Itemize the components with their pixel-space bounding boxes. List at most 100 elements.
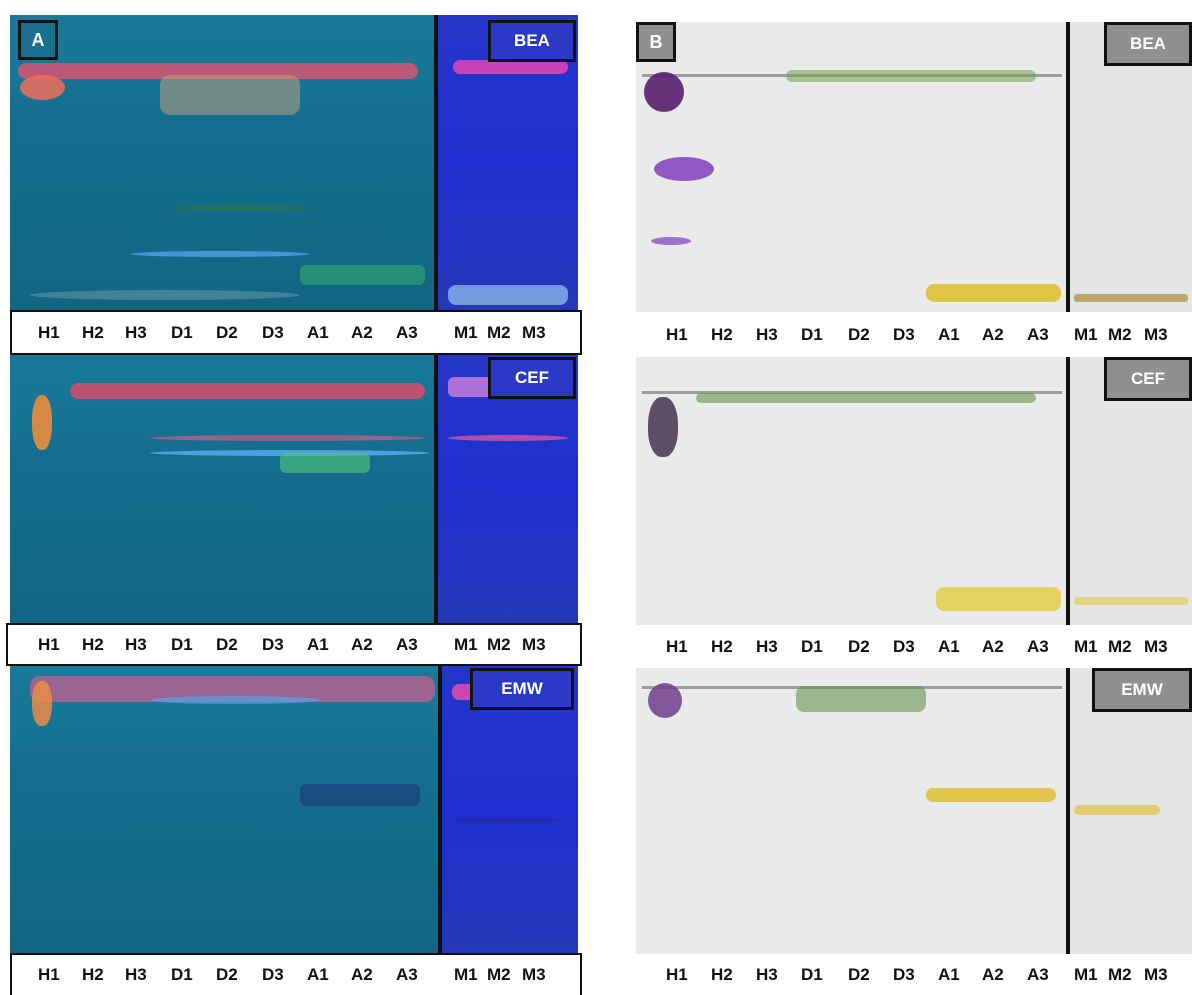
- lane-label: A1: [938, 964, 960, 984]
- lane-label: M2: [1108, 964, 1132, 984]
- lane-label: M2: [1108, 636, 1132, 656]
- band: [642, 391, 1062, 394]
- tag-emw: EMW: [1092, 668, 1192, 712]
- lane-label: A3: [396, 634, 418, 654]
- lane-label: A1: [938, 324, 960, 344]
- lane-label: D3: [893, 964, 915, 984]
- tag-bea: BEA: [1104, 22, 1192, 66]
- lane-label: M3: [522, 634, 546, 654]
- lane-label-strip: H1 H2 H3 D1 D2 D3 A1 A2 A3 M1 M2 M3: [634, 954, 1192, 995]
- uv-plate-bea: [10, 15, 434, 310]
- lane-label-strip: H1 H2 H3 D1 D2 D3 A1 A2 A3 M1 M2 M3: [10, 310, 582, 355]
- lane-label: H1: [38, 322, 60, 342]
- lane-label: M2: [487, 965, 511, 984]
- lane-label: D1: [801, 324, 823, 344]
- lane-label: A1: [307, 634, 329, 654]
- lane-label: M1: [454, 634, 478, 654]
- tag-cef: CEF: [1104, 357, 1192, 401]
- uv-plate-emw: [10, 666, 438, 953]
- lane-label: D3: [262, 965, 284, 984]
- lane-label: H3: [756, 324, 778, 344]
- lane-label: D3: [262, 322, 284, 342]
- lane-label: A2: [982, 636, 1004, 656]
- band: [1074, 805, 1160, 815]
- lane-label: H2: [82, 322, 104, 342]
- band: [70, 383, 425, 399]
- band: [696, 393, 1036, 403]
- band: [18, 63, 418, 79]
- lane-label: H2: [711, 324, 733, 344]
- lane-label: D2: [216, 634, 238, 654]
- lane-label: D1: [171, 634, 193, 654]
- band: [926, 788, 1056, 802]
- band: [654, 157, 714, 181]
- lane-label-strip: H1 H2 H3 D1 D2 D3 A1 A2 A3 M1 M2 M3: [6, 623, 582, 666]
- band: [150, 696, 320, 704]
- lane-label: D2: [216, 965, 238, 984]
- band: [936, 587, 1061, 611]
- lane-label: A3: [1027, 324, 1049, 344]
- panel-label-a: A: [18, 20, 58, 60]
- lane-label: M1: [454, 965, 478, 984]
- lane-label: H2: [711, 964, 733, 984]
- lane-label: D2: [848, 636, 870, 656]
- band: [32, 681, 52, 726]
- uv-side-plate-bea: [438, 15, 578, 310]
- tag-cef: CEF: [488, 357, 576, 399]
- band: [32, 395, 52, 450]
- band: [786, 70, 1036, 82]
- lane-label: H3: [125, 322, 147, 342]
- band: [796, 686, 926, 712]
- band: [280, 453, 370, 473]
- vis-plate-cef: [636, 357, 1066, 625]
- lane-label: A3: [396, 322, 418, 342]
- lane-label: A3: [1027, 964, 1049, 984]
- band: [30, 290, 300, 300]
- lane-label: M1: [454, 322, 478, 342]
- lane-label: D1: [171, 965, 193, 984]
- band: [1074, 597, 1188, 605]
- lane-label-strip: H1 H2 H3 D1 D2 D3 A1 A2 A3 M1 M2 M3: [634, 312, 1192, 357]
- uv-side-plate-emw: [442, 666, 578, 953]
- band: [448, 285, 568, 305]
- lane-label: M1: [1074, 324, 1098, 344]
- lane-label: A2: [351, 965, 373, 984]
- lane-label: H2: [82, 634, 104, 654]
- lane-label-strip: H1 H2 H3 D1 D2 D3 A1 A2 A3 M1 M2 M3: [634, 625, 1192, 668]
- band: [452, 818, 562, 823]
- lane-label: A2: [982, 324, 1004, 344]
- vis-side-plate-emw: [1070, 668, 1192, 954]
- lane-label-strip: H1 H2 H3 D1 D2 D3 A1 A2 A3 M1 M2 M3: [10, 953, 582, 995]
- vis-side-plate-cef: [1070, 357, 1192, 625]
- lane-label: H3: [125, 965, 147, 984]
- lane-label: D1: [801, 636, 823, 656]
- lane-label: H1: [38, 634, 60, 654]
- plate-divider: [434, 15, 438, 310]
- plate-divider: [434, 355, 438, 623]
- band: [300, 784, 420, 806]
- lane-label: H1: [666, 636, 688, 656]
- lane-label: H1: [666, 964, 688, 984]
- lane-label: A1: [938, 636, 960, 656]
- band: [644, 72, 684, 112]
- vis-plate-emw: [636, 668, 1066, 954]
- lane-label: A2: [351, 322, 373, 342]
- lane-label: M2: [487, 322, 511, 342]
- lane-label: H3: [756, 636, 778, 656]
- lane-label: D1: [171, 322, 193, 342]
- tag-bea: BEA: [488, 20, 576, 62]
- band: [20, 75, 65, 100]
- lane-label: M3: [1144, 324, 1168, 344]
- band: [300, 265, 425, 285]
- lane-label: M3: [1144, 964, 1168, 984]
- lane-label: H2: [711, 636, 733, 656]
- lane-label: H1: [666, 324, 688, 344]
- plate-divider: [1066, 22, 1070, 312]
- lane-label: A3: [396, 965, 418, 984]
- band: [160, 75, 300, 115]
- lane-label: H1: [38, 965, 60, 984]
- lane-label: M2: [487, 634, 511, 654]
- lane-label: A2: [351, 634, 373, 654]
- band: [1074, 294, 1188, 302]
- band: [926, 284, 1061, 302]
